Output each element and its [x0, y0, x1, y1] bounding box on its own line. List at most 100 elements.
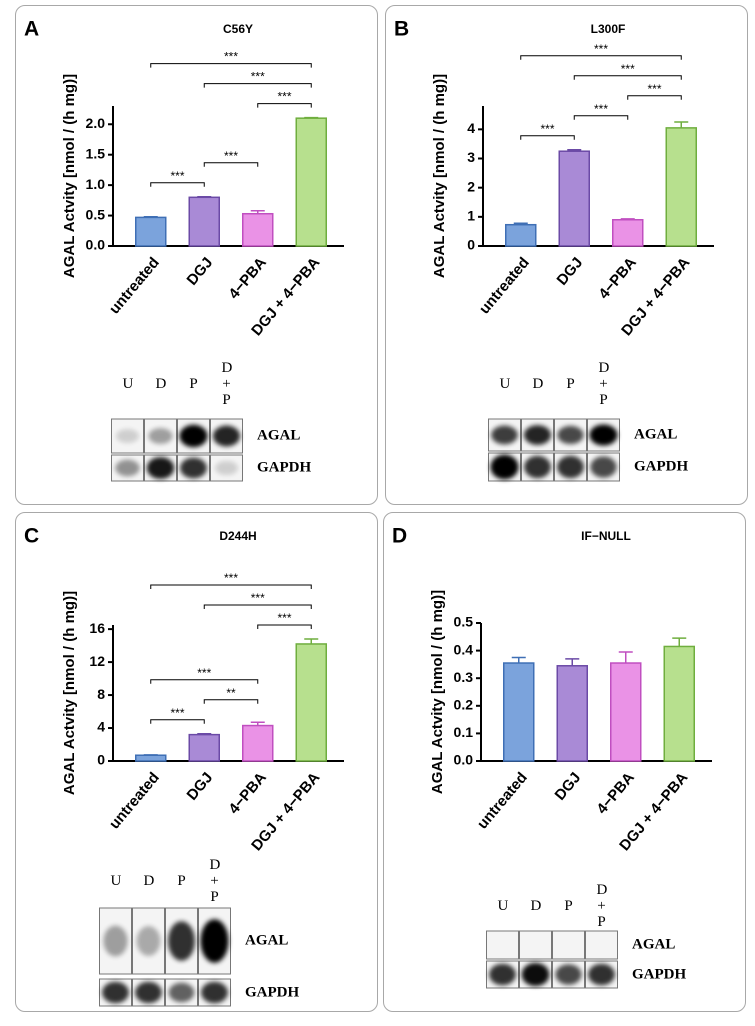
blot-lane: [165, 978, 198, 1007]
significance-bracket: [150, 584, 312, 590]
blot-strip: [519, 930, 552, 960]
significance-bracket: [520, 135, 575, 140]
bar: [665, 127, 697, 247]
significance-bracket: [573, 75, 682, 80]
significance-label: ***: [224, 149, 238, 163]
x-tick-label: DGJ: [552, 769, 585, 804]
panel: C D244H AGAL Actvity [nmol / (h mg)] 0 4 8 12 1…: [15, 512, 378, 1012]
chart-title: IF−NULL: [581, 529, 631, 543]
significance-label: ***: [197, 666, 211, 680]
lane-label: D: [530, 898, 542, 914]
blot-lane: [585, 930, 618, 960]
y-tick-label: 1: [467, 208, 475, 224]
significance-bracket: [257, 624, 312, 630]
blot-band: [135, 981, 162, 1004]
error-bar: [197, 733, 212, 735]
significance-bracket: [150, 679, 259, 684]
significance-label: ***: [594, 102, 608, 116]
blot-lane: [144, 454, 177, 482]
y-tick-label: 8: [97, 686, 105, 702]
blot-row-label: GAPDH: [257, 459, 312, 476]
blot-band: [524, 455, 551, 479]
significance-label: ***: [540, 122, 554, 136]
blot-band: [557, 455, 584, 479]
error-bar: [511, 656, 526, 664]
y-tick-label: 0.0: [454, 752, 474, 768]
x-tick-label: untreated: [106, 254, 163, 317]
blot-lane: [554, 452, 587, 482]
y-axis-label: AGAL Actvity [nmol / (h mg)]: [431, 74, 448, 278]
y-axis-label: AGAL Actvity [nmol / (h mg)]: [429, 590, 446, 794]
chart: C D244H AGAL Actvity [nmol / (h mg)] 0 4 8 12 1…: [24, 525, 344, 1007]
y-tick-label: 16: [89, 620, 105, 636]
significance-label: ***: [170, 706, 184, 720]
bar: [505, 223, 537, 247]
y-tick-label: 4: [97, 719, 105, 735]
blot-lane: [132, 907, 165, 975]
blot-band: [557, 425, 584, 445]
blot-band: [168, 982, 195, 1003]
blot-band: [215, 460, 238, 476]
blot-band: [115, 459, 140, 477]
significance-bracket: [627, 95, 682, 100]
blot-lane: [552, 960, 585, 989]
error-bar: [620, 218, 635, 220]
significance-label: ***: [224, 50, 238, 64]
lane-label: P: [177, 873, 186, 889]
error-bar: [513, 222, 528, 225]
x-tick-label: DGJ: [554, 254, 587, 289]
y-tick-label: 0: [97, 752, 105, 768]
lane-label: D+P: [598, 360, 610, 408]
y-tick-label: 0.1: [454, 724, 474, 740]
lane-label: D+P: [221, 360, 233, 408]
panel: B L300F AGAL Actvity [nmol / (h mg)] 0 1 2 3 4 u…: [385, 5, 748, 505]
blot-lane: [488, 418, 521, 452]
blot-band: [201, 981, 228, 1004]
lane-label: U: [499, 376, 511, 392]
blot-band: [116, 429, 139, 443]
blot-strip: [585, 930, 618, 960]
blot-row-label: AGAL: [632, 936, 676, 953]
blot-lane: [132, 978, 165, 1007]
error-bar: [672, 637, 687, 647]
blot-row-label: GAPDH: [245, 984, 300, 1000]
error-bar: [304, 638, 319, 644]
lane-label: U: [497, 898, 509, 914]
x-tick-label: DGJ: [184, 254, 217, 289]
y-tick-label: 0.5: [454, 614, 474, 630]
blot-lane: [519, 930, 552, 960]
blot-lane: [587, 418, 620, 452]
significance-label: ***: [170, 169, 184, 183]
y-tick-label: 1.0: [86, 176, 106, 192]
x-tick-label: 4−PBA: [595, 254, 639, 302]
blot-lane: [587, 452, 620, 482]
significance-label: ***: [277, 611, 291, 625]
bar: [612, 219, 644, 247]
lane-label: P: [189, 376, 198, 392]
error-bar: [565, 658, 580, 666]
blot-lane: [486, 960, 519, 989]
bar: [242, 212, 274, 247]
y-tick-label: 0.3: [454, 669, 474, 685]
error-bar: [143, 216, 158, 218]
blot-band: [200, 919, 229, 963]
y-tick-label: 1.5: [86, 145, 106, 161]
blot-band: [168, 921, 195, 961]
x-tick-label: untreated: [474, 769, 531, 832]
blot-band: [146, 457, 175, 479]
blot-lane: [585, 960, 618, 989]
lane-label: D: [143, 873, 155, 889]
blot-band: [136, 926, 161, 956]
chart: A C56Y AGAL Actvity [nmol / (h mg)] 0.0 0.5 1…: [24, 18, 344, 482]
blot-lane: [210, 454, 243, 482]
lane-label: P: [566, 376, 575, 392]
blot-band: [489, 963, 516, 986]
blot-lane: [521, 418, 554, 452]
significance-bracket: [203, 162, 259, 167]
chart: D IF−NULL AGAL Actvity [nmol / (h mg)] 0.0 0…: [392, 525, 712, 989]
blot-lane: [99, 978, 132, 1007]
bar: [610, 662, 642, 762]
blot-lane: [111, 418, 144, 454]
blot-row-label: GAPDH: [632, 966, 687, 982]
